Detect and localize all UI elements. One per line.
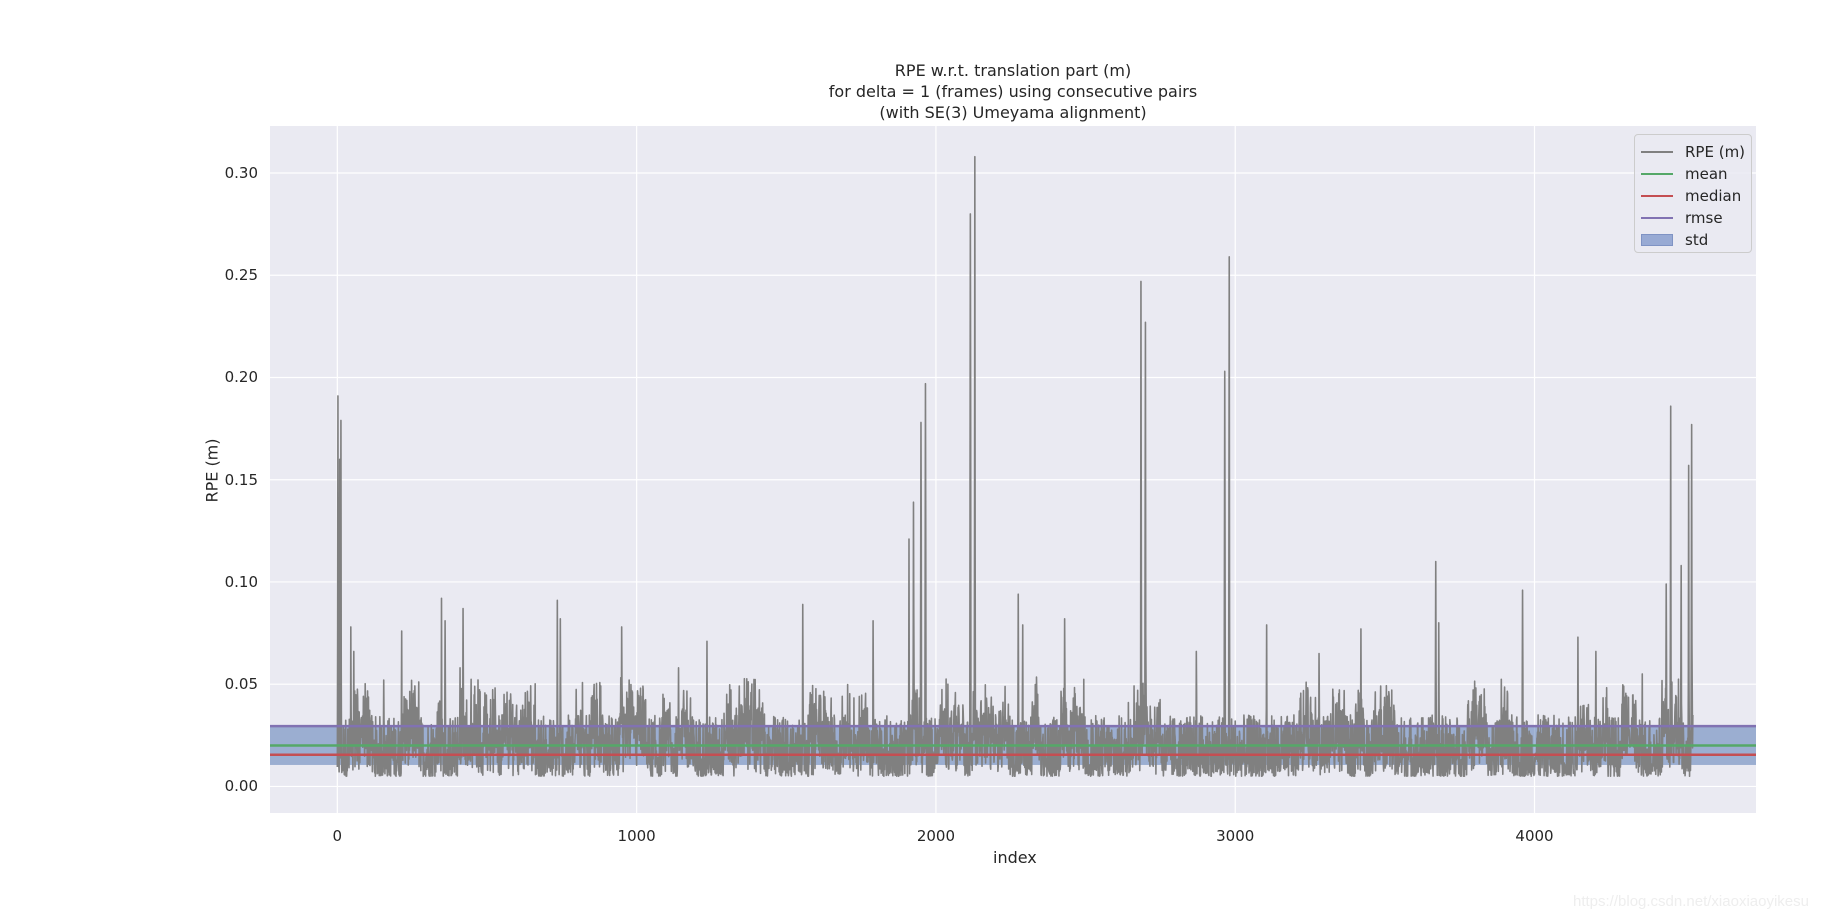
legend-item-mean: mean xyxy=(1641,164,1728,184)
legend-label: mean xyxy=(1685,165,1728,183)
legend-rmse-line-icon xyxy=(1641,216,1673,220)
legend-label: RPE (m) xyxy=(1685,143,1746,161)
y-tick-label: 0.20 xyxy=(224,368,258,387)
legend-mean-line-icon xyxy=(1641,172,1673,176)
chart-title: RPE w.r.t. translation part (m) xyxy=(894,61,1132,80)
y-tick-label: 0.05 xyxy=(224,675,258,694)
watermark: https://blog.csdn.net/xiaoxiaoyikesu xyxy=(1573,893,1809,910)
x-tick-label: 0 xyxy=(332,827,343,845)
x-tick-label: 1000 xyxy=(617,827,656,845)
legend-label: std xyxy=(1685,231,1709,249)
legend: RPE (m) mean median rmse std xyxy=(1634,134,1752,253)
y-axis-label: RPE (m) xyxy=(202,438,222,503)
y-tick-label: 0.00 xyxy=(224,777,258,796)
x-tick-label: 2000 xyxy=(916,827,956,845)
legend-rpe-line-icon xyxy=(1641,150,1673,154)
legend-item-median: median xyxy=(1641,186,1741,206)
x-tick-label: 4000 xyxy=(1515,827,1554,845)
legend-label: median xyxy=(1685,187,1742,205)
legend-std-patch-icon xyxy=(1641,234,1673,246)
y-tick-label: 0.25 xyxy=(224,266,258,285)
legend-item-rpe: RPE (m) xyxy=(1641,142,1745,162)
chart-subtitle-line-1: for delta = 1 (frames) using consecutive… xyxy=(828,82,1198,101)
y-tick-label: 0.30 xyxy=(224,164,258,183)
legend-label: rmse xyxy=(1685,209,1723,227)
x-axis-label: index xyxy=(993,848,1037,867)
legend-item-rmse: rmse xyxy=(1641,208,1723,228)
legend-item-std: std xyxy=(1641,230,1708,250)
rpe-series-line xyxy=(336,155,1694,777)
legend-median-line-icon xyxy=(1641,194,1673,198)
chart-subtitle-line-2: (with SE(3) Umeyama alignment) xyxy=(879,103,1147,122)
y-tick-label: 0.15 xyxy=(224,470,258,489)
y-tick-label: 0.10 xyxy=(224,572,258,591)
x-tick-label: 3000 xyxy=(1216,827,1255,845)
